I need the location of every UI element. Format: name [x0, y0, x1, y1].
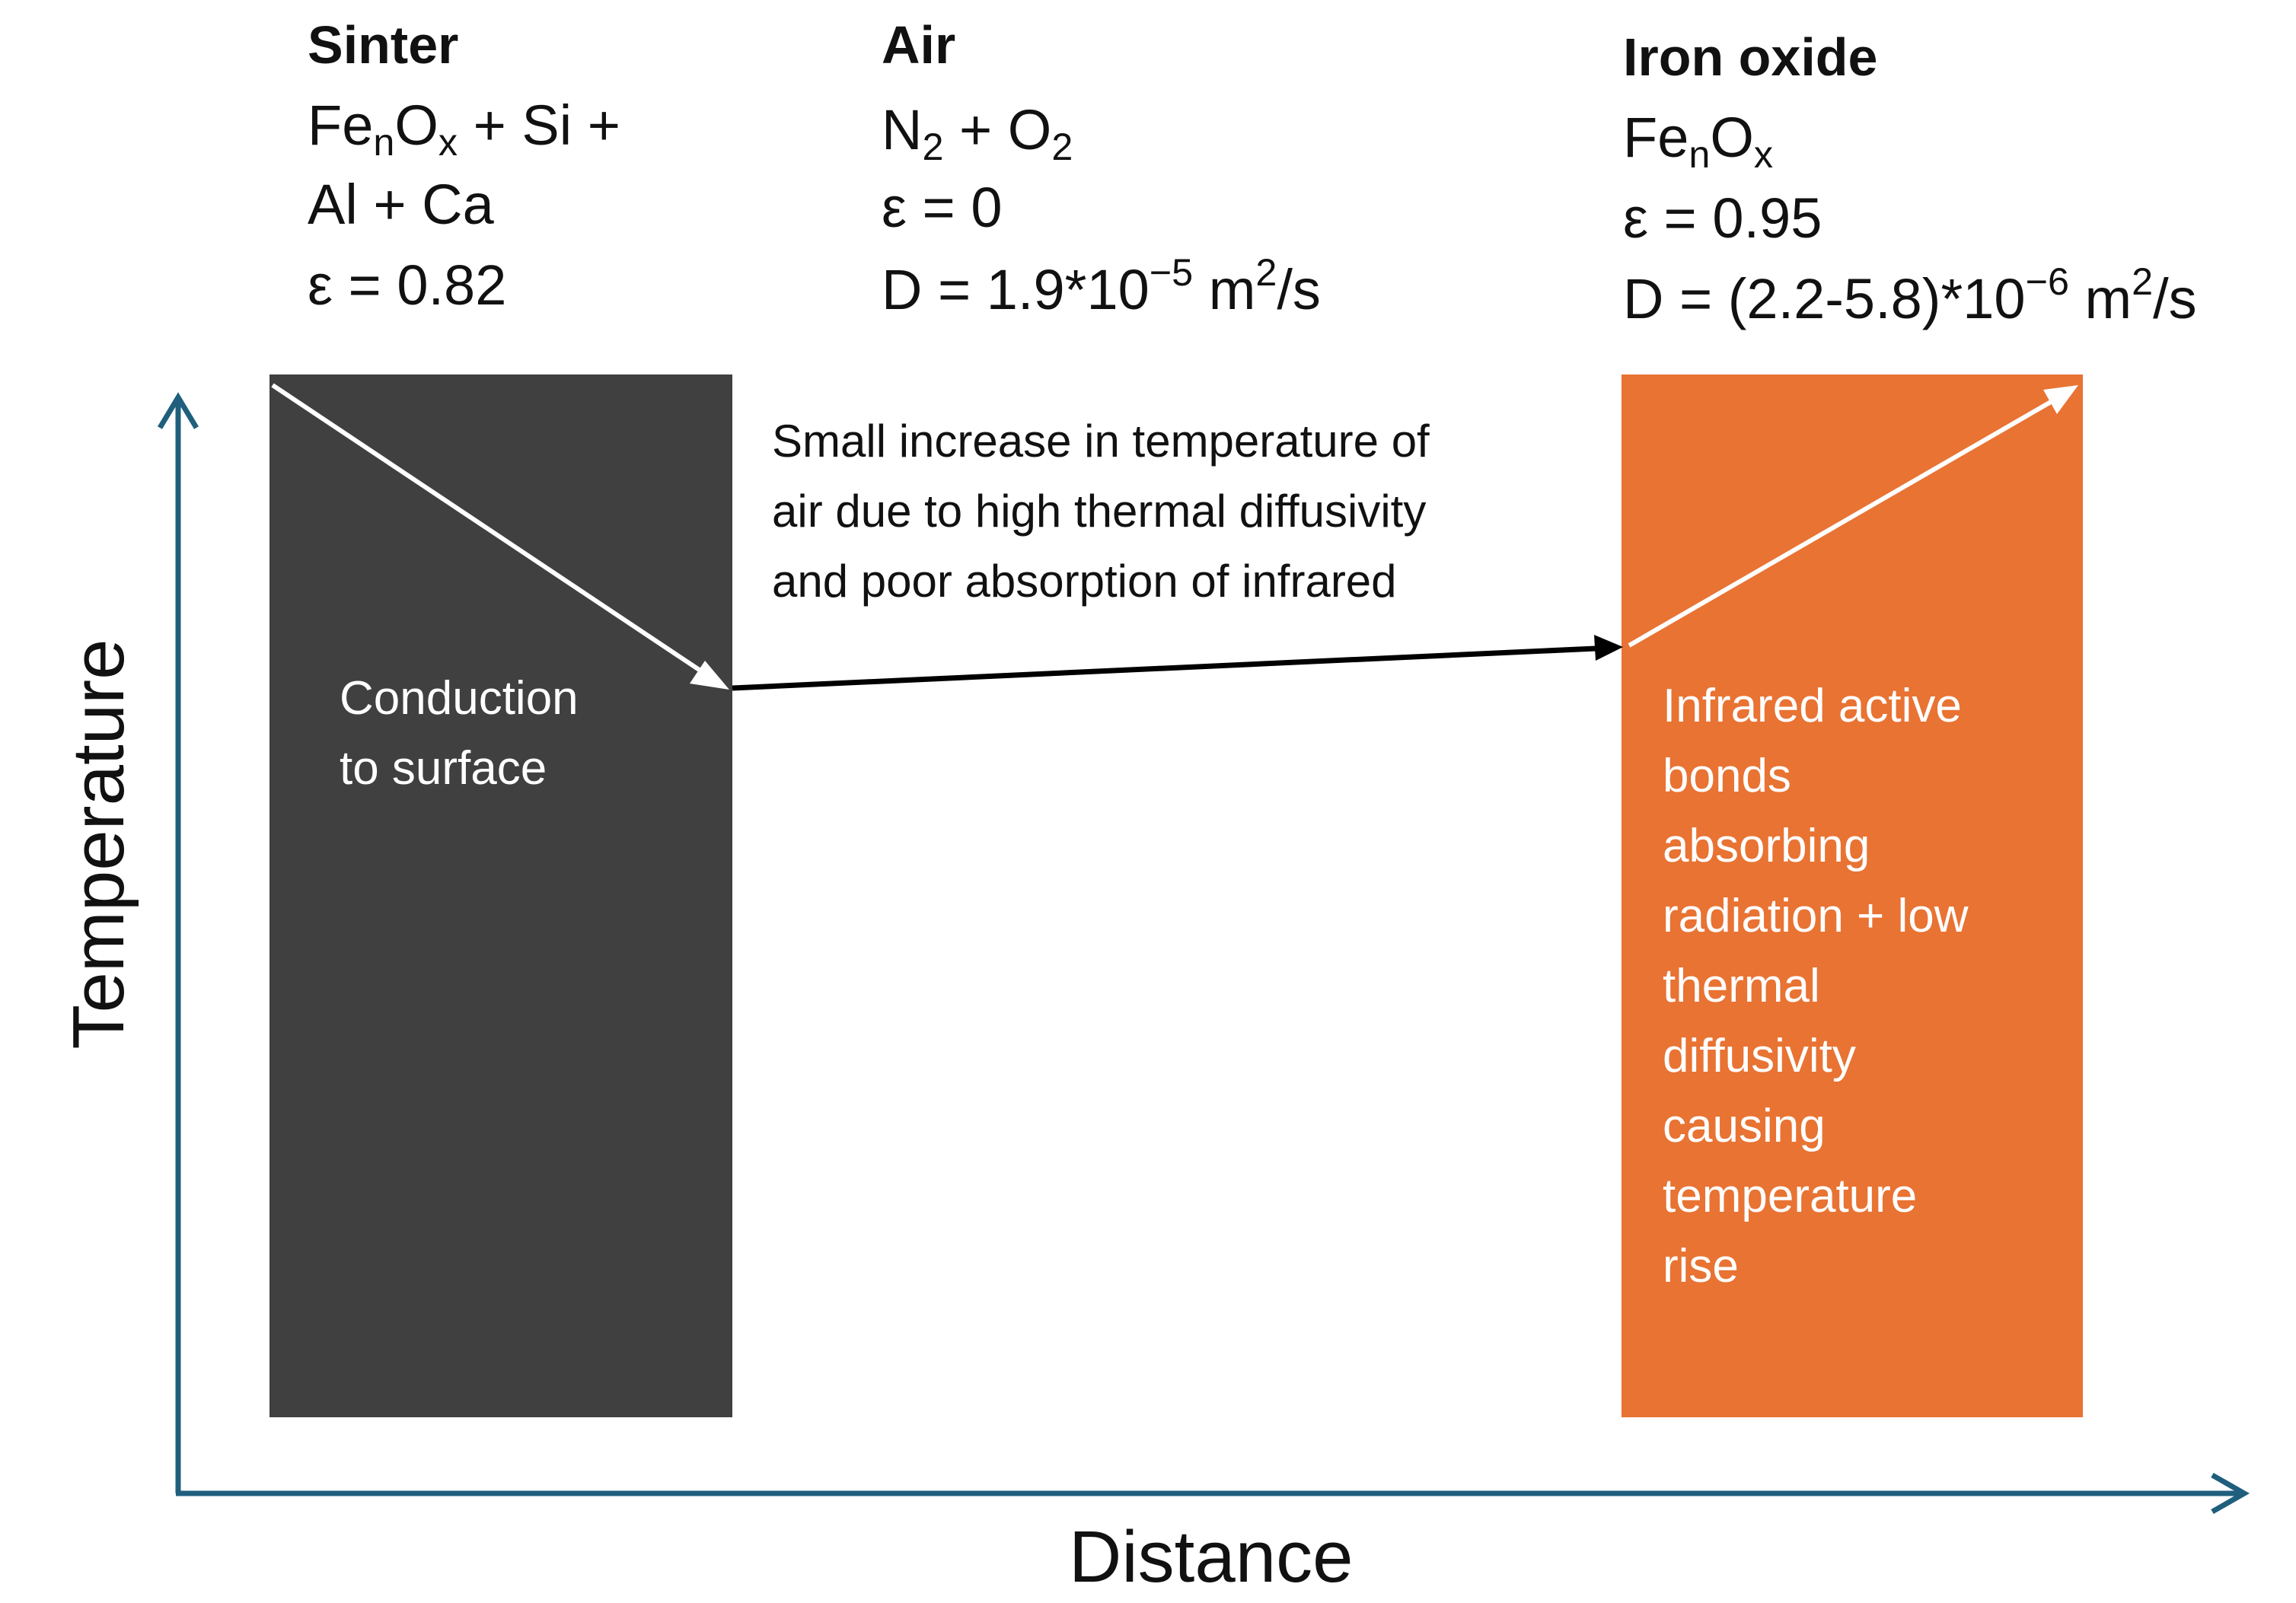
sinter-formula-line2: Al + Ca [308, 173, 494, 236]
sinter-formula: FenOx + Si + [308, 94, 620, 164]
air-diffusivity: D = 1.9*10−5 m2/s [882, 250, 1321, 321]
distance-axis-arrowhead [2211, 1472, 2250, 1515]
sinter-emissivity: ε = 0.82 [308, 253, 507, 317]
iron-oxide-heading: Iron oxide [1623, 27, 1878, 87]
conduction-arrowhead [690, 661, 729, 690]
iron-oxide-block-note-line: rise [1663, 1240, 1739, 1292]
air-annotation-line: and poor absorption of infrared [772, 556, 1397, 607]
iron-oxide-block-note-line: causing [1663, 1100, 1826, 1152]
iron-oxide-block-note: Infrared active bonds absorbing radiatio… [1663, 671, 1969, 1302]
air-arrowhead [1594, 635, 1623, 661]
temperature-rise-arrowhead [2043, 385, 2078, 414]
temperature-axis-arrowhead [157, 392, 199, 429]
air-arrow [732, 645, 1596, 691]
iron-oxide-block [1622, 374, 2083, 1417]
iron-oxide-block-note-line: diffusivity [1663, 1030, 1856, 1082]
air-annotation-line: air due to high thermal diffusivity [772, 486, 1427, 537]
air-annotation: Small increase in temperature of air due… [772, 406, 1430, 617]
iron-oxide-block-note-line: bonds [1663, 750, 1791, 802]
sinter-heading: Sinter [308, 15, 459, 75]
sinter-block-note: Conduction to surface [340, 664, 579, 804]
sinter-block-note-line: Conduction [340, 672, 579, 725]
temperature-rise-arrow [1628, 400, 2052, 648]
iron-oxide-block-note-line: temperature [1663, 1170, 1918, 1222]
iron-oxide-emissivity: ε = 0.95 [1623, 186, 1822, 250]
air-annotation-line: Small increase in temperature of [772, 416, 1430, 467]
sinter-block [269, 374, 732, 1417]
iron-oxide-diffusivity: D = (2.2-5.8)*10−6 m2/s [1623, 259, 2197, 330]
sinter-block-note-line: to surface [340, 742, 547, 795]
conduction-arrow [271, 383, 706, 676]
air-emissivity: ε = 0 [882, 176, 1003, 239]
temperature-axis-label: Temperature [58, 639, 139, 1050]
iron-oxide-block-note-line: absorbing [1663, 820, 1870, 872]
iron-oxide-block-note-line: radiation + low [1663, 890, 1969, 942]
distance-axis-label: Distance [1069, 1516, 1354, 1598]
iron-oxide-block-note-line: Infrared active [1663, 680, 1962, 732]
iron-oxide-formula: FenOx [1623, 106, 1774, 177]
air-formula: N2 + O2 [882, 98, 1073, 169]
iron-oxide-block-note-line: thermal [1663, 960, 1820, 1012]
air-heading: Air [882, 15, 956, 75]
